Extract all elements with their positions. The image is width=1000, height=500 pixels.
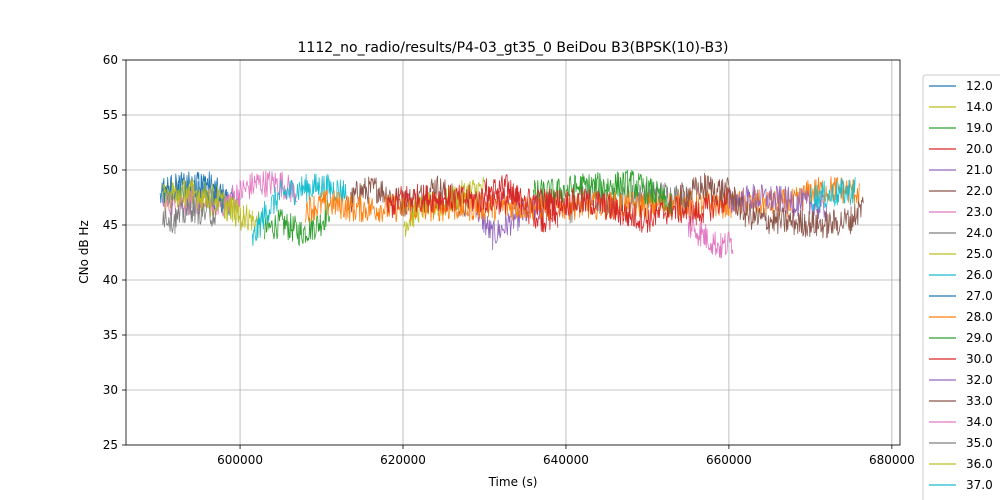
legend-label: 29.0 [966, 331, 993, 345]
y-tick-label: 55 [103, 108, 118, 122]
y-tick-label: 40 [103, 273, 118, 287]
x-tick-label: 680000 [869, 453, 915, 467]
y-tick-label: 50 [103, 163, 118, 177]
series-line-33.0 [679, 172, 864, 239]
y-tick-label: 25 [103, 438, 118, 452]
legend-label: 35.0 [966, 436, 993, 450]
x-tick-label: 620000 [380, 453, 426, 467]
y-tick-label: 35 [103, 328, 118, 342]
legend-label: 33.0 [966, 394, 993, 408]
series-line-37.0 [810, 177, 856, 211]
legend-label: 28.0 [966, 310, 993, 324]
chart-title: 1112_no_radio/results/P4-03_gt35_0 BeiDo… [298, 40, 729, 56]
x-tick-label: 660000 [706, 453, 752, 467]
legend-label: 34.0 [966, 415, 993, 429]
legend-label: 21.0 [966, 163, 993, 177]
series-layer [159, 169, 864, 259]
x-axis-ticks: 600000 620000 640000 660000 680000 [217, 445, 915, 467]
legend-label: 14.0 [966, 100, 993, 114]
legend-label: 26.0 [966, 268, 993, 282]
series-line-23.0 [162, 170, 298, 219]
legend-label: 23.0 [966, 205, 993, 219]
series-line-20.0 [484, 174, 559, 233]
x-tick-label: 600000 [217, 453, 263, 467]
series-line-19.0 [264, 199, 331, 246]
legend-label: 24.0 [966, 226, 993, 240]
y-tick-label: 60 [103, 53, 118, 67]
legend-label: 36.0 [966, 457, 993, 471]
legend-label: 20.0 [966, 142, 993, 156]
series-line-34.0 [687, 216, 734, 259]
legend-box [922, 74, 1000, 500]
legend-label: 30.0 [966, 352, 993, 366]
legend: 12.0 14.0 19.0 20.0 21.0 22.0 23.0 24.0 25.0 26.0… [922, 74, 1000, 500]
series-line-26.0 [251, 173, 347, 247]
y-axis-label: CNo dB Hz [77, 220, 91, 284]
y-axis-ticks: 25 30 35 40 45 50 55 60 [103, 53, 126, 452]
legend-label: 19.0 [966, 121, 993, 135]
plot-frame [125, 59, 901, 446]
series-line-30.0 [386, 183, 730, 233]
grid [126, 59, 900, 446]
legend-label: 27.0 [966, 289, 993, 303]
series-line-29.0 [533, 169, 673, 219]
y-tick-label: 45 [103, 218, 118, 232]
series-line-36.0 [162, 179, 245, 231]
legend-label: 32.0 [966, 373, 993, 387]
y-tick-label: 30 [103, 383, 118, 397]
legend-label: 12.0 [966, 79, 993, 93]
x-tick-label: 640000 [543, 453, 589, 467]
legend-label: 37.0 [966, 478, 993, 492]
legend-label: 22.0 [966, 184, 993, 198]
series-line-32.0 [728, 184, 828, 222]
legend-label: 25.0 [966, 247, 993, 261]
legend-items: 12.0 14.0 19.0 20.0 21.0 22.0 23.0 24.0 25.0 26.0… [929, 79, 993, 492]
x-axis-label: Time (s) [488, 475, 538, 489]
